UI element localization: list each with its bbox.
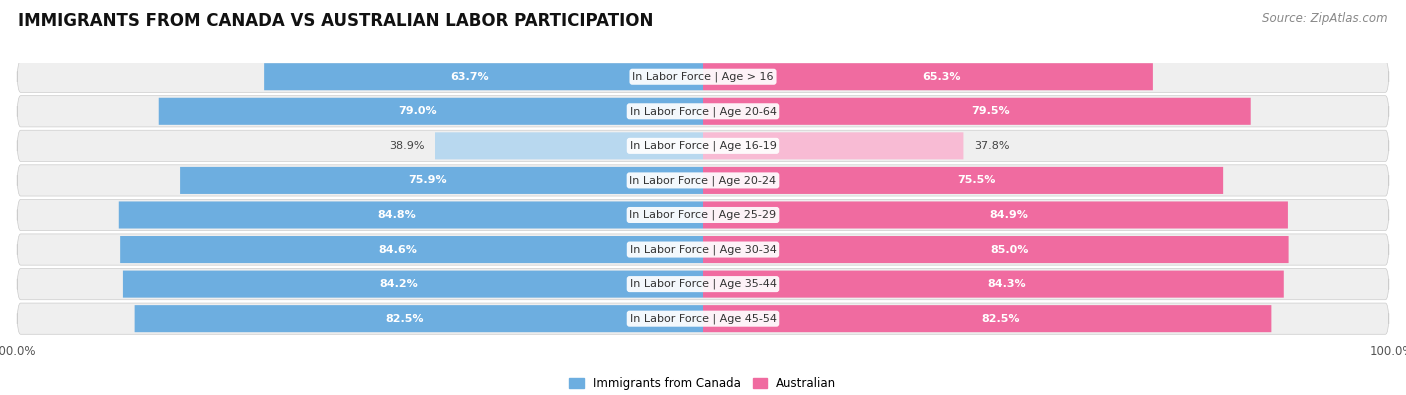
FancyBboxPatch shape [17,130,1389,162]
FancyBboxPatch shape [703,236,1289,263]
Text: In Labor Force | Age > 16: In Labor Force | Age > 16 [633,71,773,82]
FancyBboxPatch shape [122,271,703,298]
Text: In Labor Force | Age 45-54: In Labor Force | Age 45-54 [630,313,776,324]
Text: In Labor Force | Age 20-24: In Labor Force | Age 20-24 [630,175,776,186]
Text: In Labor Force | Age 35-44: In Labor Force | Age 35-44 [630,279,776,290]
Text: 84.9%: 84.9% [990,210,1029,220]
Text: 79.0%: 79.0% [398,106,436,116]
FancyBboxPatch shape [17,234,1389,265]
Text: 82.5%: 82.5% [385,314,425,324]
FancyBboxPatch shape [703,305,1271,332]
FancyBboxPatch shape [264,63,703,90]
FancyBboxPatch shape [703,132,963,160]
FancyBboxPatch shape [434,132,703,160]
Text: 82.5%: 82.5% [981,314,1021,324]
FancyBboxPatch shape [17,199,1389,231]
Text: 79.5%: 79.5% [972,106,1010,116]
FancyBboxPatch shape [17,269,1389,300]
Text: 37.8%: 37.8% [974,141,1010,151]
FancyBboxPatch shape [17,165,1389,196]
Text: 84.8%: 84.8% [378,210,416,220]
Text: 84.2%: 84.2% [380,279,419,289]
Legend: Immigrants from Canada, Australian: Immigrants from Canada, Australian [565,372,841,395]
Text: Source: ZipAtlas.com: Source: ZipAtlas.com [1263,12,1388,25]
Text: 38.9%: 38.9% [389,141,425,151]
FancyBboxPatch shape [159,98,703,125]
Text: In Labor Force | Age 16-19: In Labor Force | Age 16-19 [630,141,776,151]
Text: 84.3%: 84.3% [988,279,1026,289]
Text: IMMIGRANTS FROM CANADA VS AUSTRALIAN LABOR PARTICIPATION: IMMIGRANTS FROM CANADA VS AUSTRALIAN LAB… [18,12,654,30]
FancyBboxPatch shape [120,236,703,263]
Text: In Labor Force | Age 25-29: In Labor Force | Age 25-29 [630,210,776,220]
FancyBboxPatch shape [135,305,703,332]
Text: 65.3%: 65.3% [922,72,960,82]
Text: 84.6%: 84.6% [378,245,418,254]
FancyBboxPatch shape [118,201,703,229]
Text: In Labor Force | Age 30-34: In Labor Force | Age 30-34 [630,244,776,255]
FancyBboxPatch shape [180,167,703,194]
FancyBboxPatch shape [703,271,1284,298]
FancyBboxPatch shape [17,61,1389,92]
FancyBboxPatch shape [17,96,1389,127]
FancyBboxPatch shape [703,167,1223,194]
Text: 75.9%: 75.9% [409,175,447,185]
FancyBboxPatch shape [17,303,1389,334]
FancyBboxPatch shape [703,201,1288,229]
FancyBboxPatch shape [703,98,1251,125]
Text: 85.0%: 85.0% [990,245,1029,254]
Text: 75.5%: 75.5% [957,175,995,185]
FancyBboxPatch shape [703,63,1153,90]
Text: 63.7%: 63.7% [450,72,489,82]
Text: In Labor Force | Age 20-64: In Labor Force | Age 20-64 [630,106,776,117]
